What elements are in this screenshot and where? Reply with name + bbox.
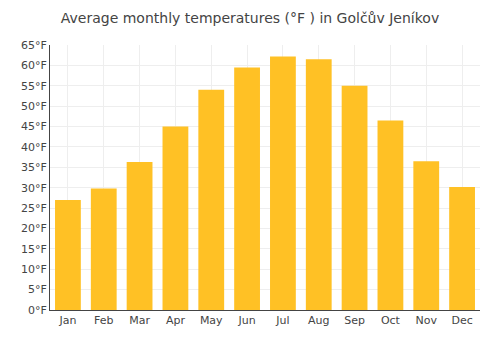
svg-text:30°F: 30°F xyxy=(21,182,47,195)
svg-text:Apr: Apr xyxy=(166,314,186,327)
svg-text:May: May xyxy=(200,314,223,327)
svg-text:Aug: Aug xyxy=(308,314,329,327)
svg-text:10°F: 10°F xyxy=(21,263,47,276)
svg-text:0°F: 0°F xyxy=(28,304,47,317)
svg-text:Mar: Mar xyxy=(129,314,150,327)
svg-text:40°F: 40°F xyxy=(21,141,47,154)
svg-text:Jul: Jul xyxy=(275,314,289,327)
svg-text:55°F: 55°F xyxy=(21,80,47,93)
svg-text:Oct: Oct xyxy=(381,314,401,327)
svg-text:5°F: 5°F xyxy=(28,283,47,296)
svg-text:65°F: 65°F xyxy=(21,39,47,52)
svg-text:15°F: 15°F xyxy=(21,243,47,256)
svg-text:50°F: 50°F xyxy=(21,100,47,113)
svg-text:Dec: Dec xyxy=(451,314,472,327)
svg-text:20°F: 20°F xyxy=(21,222,47,235)
svg-text:35°F: 35°F xyxy=(21,161,47,174)
svg-text:45°F: 45°F xyxy=(21,120,47,133)
svg-text:60°F: 60°F xyxy=(21,59,47,72)
svg-text:Average monthly temperatures (: Average monthly temperatures (°F ) in Go… xyxy=(61,10,439,26)
svg-text:25°F: 25°F xyxy=(21,202,47,215)
svg-text:Sep: Sep xyxy=(344,314,365,327)
svg-text:Jun: Jun xyxy=(237,314,255,327)
svg-text:Nov: Nov xyxy=(416,314,438,327)
svg-text:Jan: Jan xyxy=(58,314,76,327)
svg-text:Feb: Feb xyxy=(94,314,113,327)
